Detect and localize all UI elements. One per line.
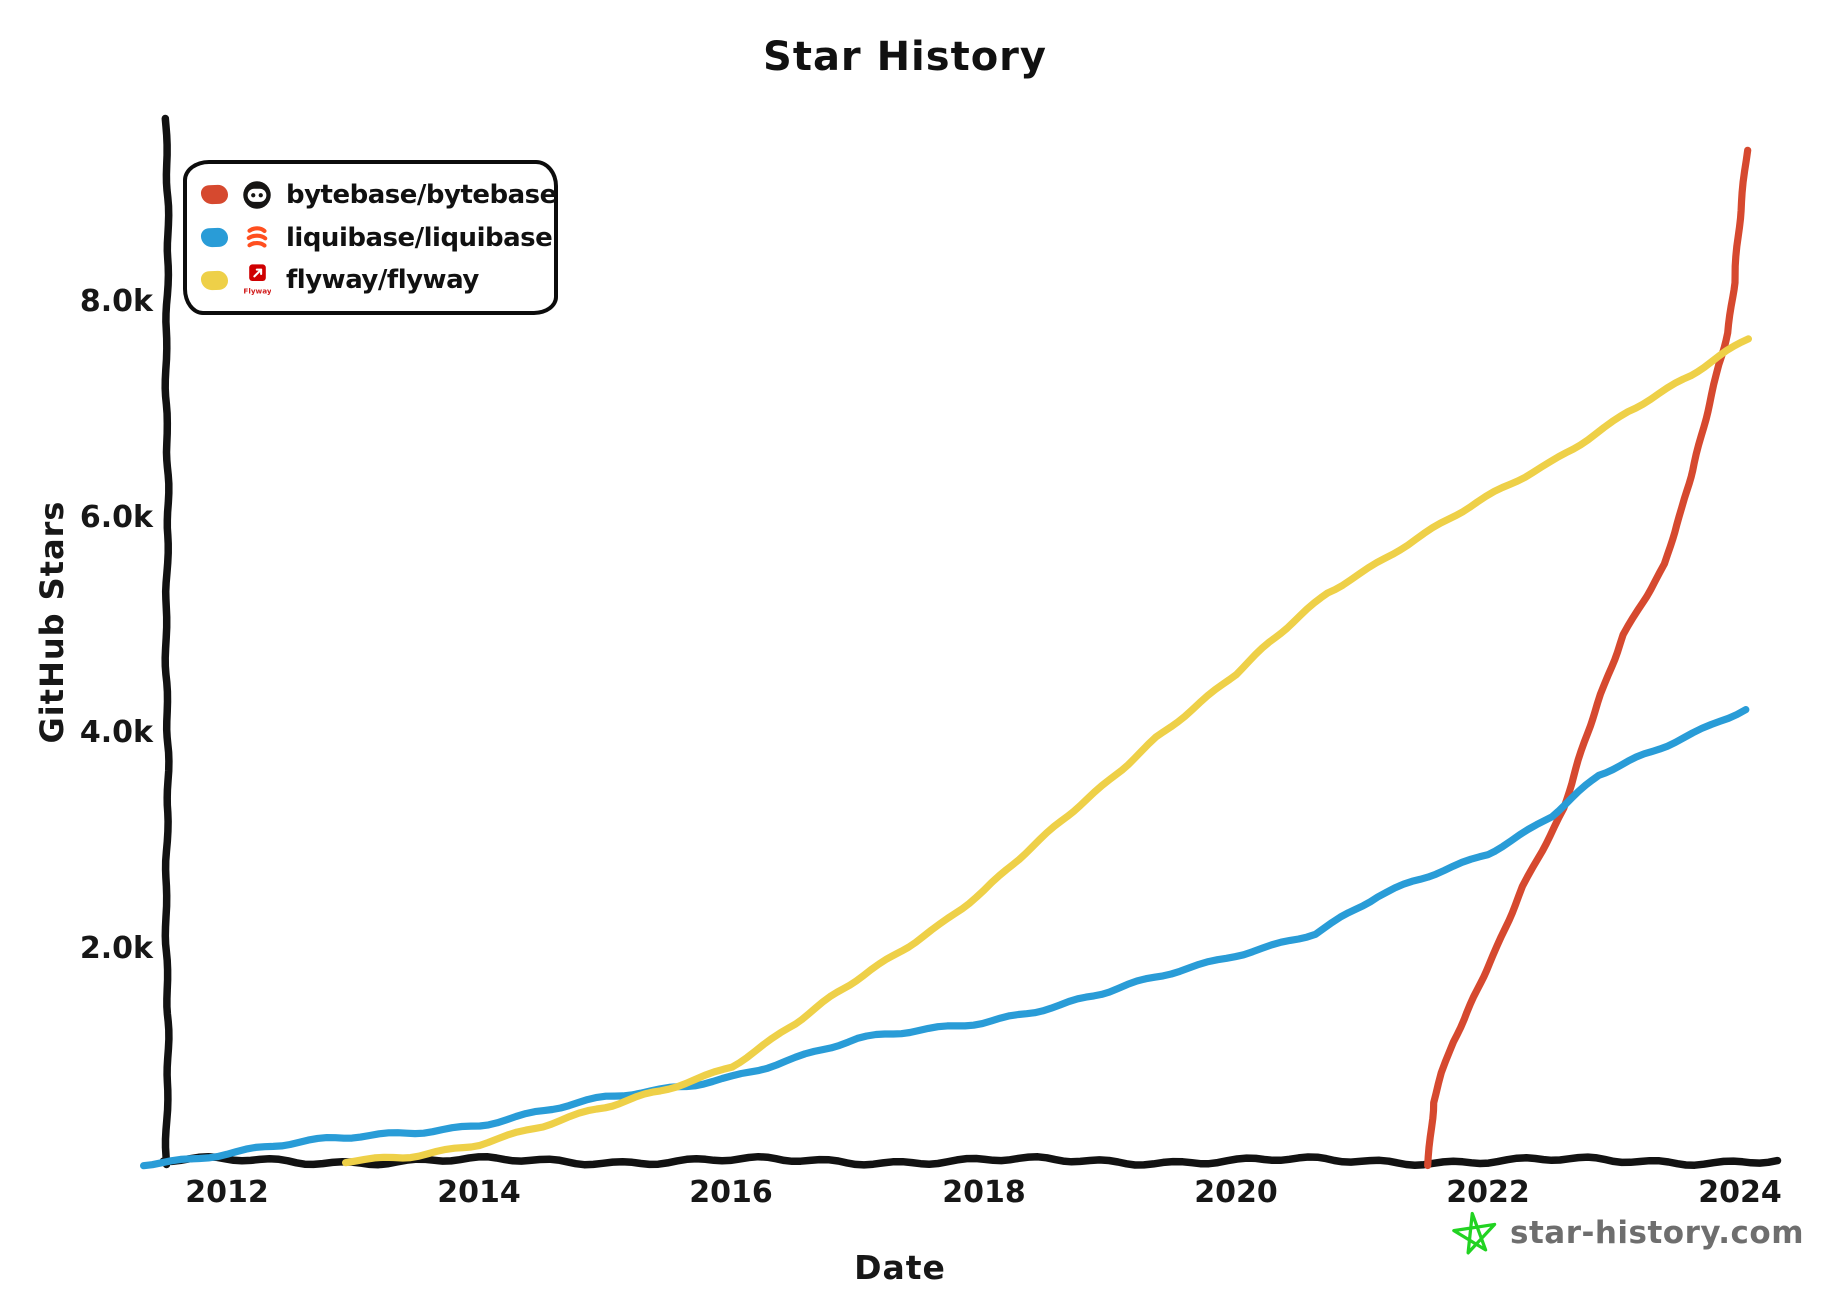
bytebase-color-swatch — [200, 184, 229, 205]
liquibase-logo-icon — [241, 221, 273, 255]
watermark-star-icon — [1452, 1210, 1498, 1256]
legend-item-liquibase: liquibase/liquibase — [200, 218, 553, 258]
liquibase-color-swatch — [200, 227, 229, 248]
y-axis-line — [161, 114, 173, 1169]
series-line-liquibase — [140, 706, 1750, 1170]
y-tick-label: 8.0k — [80, 284, 154, 319]
x-axis-label: Date — [854, 1248, 946, 1287]
x-tick-label: 2016 — [689, 1175, 773, 1210]
chart-title: Star History — [763, 34, 1047, 80]
watermark-text: star-history.com — [1510, 1215, 1805, 1251]
x-tick-label: 2018 — [942, 1175, 1026, 1210]
y-tick-label: 6.0k — [80, 500, 154, 535]
x-tick-label: 2014 — [437, 1175, 521, 1210]
x-axis-line — [159, 1152, 1782, 1169]
legend-label-bytebase: bytebase/bytebase — [286, 179, 557, 210]
series-line-bytebase — [1424, 146, 1752, 1170]
x-tick-label: 2022 — [1446, 1175, 1530, 1210]
y-tick-label: 4.0k — [80, 715, 154, 750]
x-tick-label: 2024 — [1698, 1175, 1782, 1210]
x-tick-label: 2012 — [185, 1175, 269, 1210]
legend-label-flyway: flyway/flyway — [286, 265, 479, 296]
flyway-logo-icon: Flyway — [241, 263, 273, 297]
watermark: star-history.com — [1452, 1210, 1804, 1256]
flyway-color-swatch — [200, 270, 229, 291]
legend: bytebase/bytebase liquibase/liquibase Fl… — [183, 160, 558, 315]
legend-label-liquibase: liquibase/liquibase — [286, 222, 553, 253]
flyway-logo-caption: Flyway — [244, 287, 271, 296]
legend-item-bytebase: bytebase/bytebase — [200, 175, 557, 215]
bytebase-logo-icon — [241, 178, 273, 212]
legend-item-flyway: Flyway flyway/flyway — [200, 260, 540, 300]
x-tick-label: 2020 — [1194, 1175, 1278, 1210]
series-line-flyway — [342, 335, 1752, 1167]
y-tick-label: 2.0k — [80, 931, 154, 966]
y-axis-label: GitHub Stars — [33, 500, 71, 744]
